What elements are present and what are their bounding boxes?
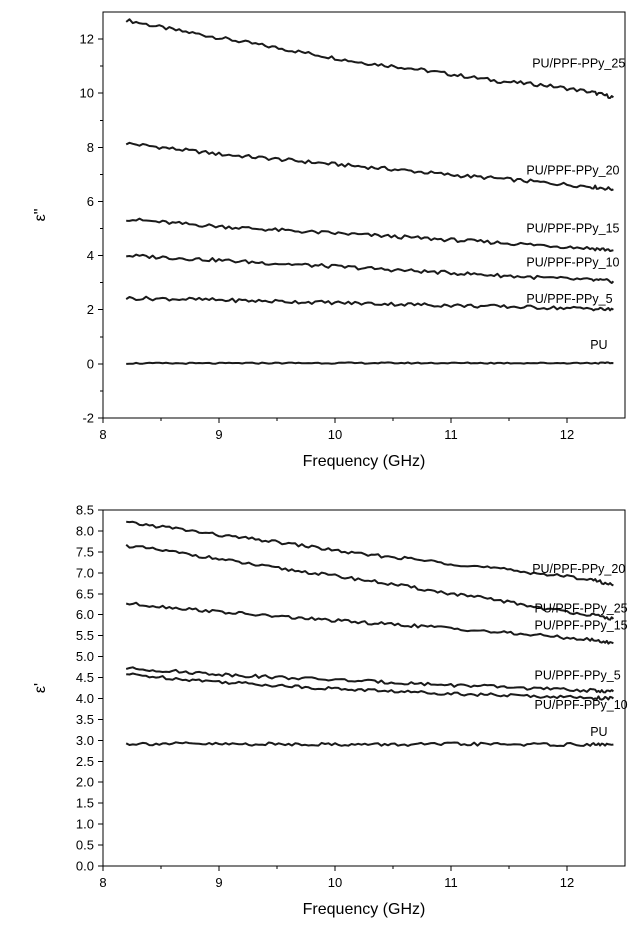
y-tick-label: 2.0 bbox=[76, 775, 94, 790]
real-permittivity-chart: 0.0 0.5 1.0 1.5 2.0 2.5 3.0 3.5 4.0 4.5 5.0 5.5 6.0 6… bbox=[32, 503, 628, 919]
series-label: PU/PPF-PPy_25 bbox=[532, 56, 625, 70]
series-label: PU/PPF-PPy_10 bbox=[535, 698, 628, 712]
series-line bbox=[126, 253, 615, 284]
series-label: PU/PPF-PPy_5 bbox=[535, 669, 621, 683]
plot-frame bbox=[102, 509, 626, 867]
series-label: PU bbox=[590, 725, 607, 739]
x-tick-label: 9 bbox=[215, 427, 222, 442]
y-tick-label: 8.0 bbox=[76, 523, 94, 538]
series-line bbox=[125, 741, 614, 747]
y-tick-label: 4.0 bbox=[76, 691, 94, 706]
series-line bbox=[125, 601, 614, 645]
y-tick-label: 8.5 bbox=[76, 503, 94, 518]
y-tick-label: 6.0 bbox=[76, 607, 94, 622]
y-tick-label: -2 bbox=[82, 411, 94, 426]
x-tick-label: 11 bbox=[444, 875, 458, 890]
series-line bbox=[126, 672, 614, 701]
series-line bbox=[126, 361, 614, 365]
y-axis-title: ε" bbox=[32, 209, 49, 222]
y-tick-label: 4.5 bbox=[76, 670, 94, 685]
imaginary-permittivity-chart: -2 0 2 4 6 8 10 12 8 9 10 11 12 Frequency (GHz) ε" PU/P… bbox=[32, 11, 626, 470]
y-tick-label: 7.0 bbox=[76, 565, 94, 580]
y-tick-label: 12 bbox=[80, 32, 94, 47]
x-tick-label: 12 bbox=[560, 427, 574, 442]
x-tick-label: 8 bbox=[99, 427, 106, 442]
series-line bbox=[126, 520, 614, 587]
series-label: PU/PPF-PPy_25 bbox=[535, 602, 628, 616]
y-tick-label: 2.5 bbox=[76, 754, 94, 769]
y-tick-label: 10 bbox=[80, 86, 94, 101]
y-tick-label: 6 bbox=[87, 194, 94, 209]
series-label: PU/PPF-PPy_20 bbox=[532, 562, 625, 576]
y-tick-label: 3.5 bbox=[76, 712, 94, 727]
series-line bbox=[126, 217, 614, 252]
x-tick-label: 9 bbox=[215, 875, 222, 890]
y-tick-label: 0.5 bbox=[76, 838, 94, 853]
series-label: PU/PPF-PPy_15 bbox=[526, 222, 619, 236]
y-tick-label: 0.0 bbox=[76, 859, 94, 874]
y-axis-title: ε' bbox=[32, 683, 49, 693]
x-axis-title: Frequency (GHz) bbox=[303, 453, 426, 470]
series-label: PU/PPF-PPy_10 bbox=[526, 255, 619, 269]
series-label: PU/PPF-PPy_5 bbox=[526, 292, 612, 306]
series-label: PU bbox=[590, 338, 607, 352]
y-tick-label: 5.0 bbox=[76, 649, 94, 664]
x-tick-label: 12 bbox=[560, 875, 574, 890]
x-tick-label: 10 bbox=[328, 427, 342, 442]
x-axis-title: Frequency (GHz) bbox=[303, 901, 426, 918]
y-tick-label: 1.5 bbox=[76, 796, 94, 811]
y-tick-label: 3.0 bbox=[76, 733, 94, 748]
y-tick-label: 8 bbox=[87, 140, 94, 155]
series-label: PU/PPF-PPy_15 bbox=[535, 618, 628, 632]
series-line bbox=[125, 295, 614, 312]
plot-frame bbox=[102, 11, 626, 419]
series-line bbox=[125, 666, 615, 694]
y-tick-label: 2 bbox=[87, 302, 94, 317]
x-tick-label: 11 bbox=[444, 427, 458, 442]
x-tick-label: 10 bbox=[328, 875, 342, 890]
y-tick-label: 5.5 bbox=[76, 628, 94, 643]
y-tick-label: 6.5 bbox=[76, 586, 94, 601]
series-line bbox=[125, 18, 614, 99]
x-tick-label: 8 bbox=[99, 875, 106, 890]
y-tick-label: 1.0 bbox=[76, 817, 94, 832]
series-label: PU/PPF-PPy_20 bbox=[526, 163, 619, 177]
series-line bbox=[125, 543, 615, 621]
y-tick-label: 4 bbox=[87, 248, 94, 263]
y-tick-label: 0 bbox=[87, 356, 94, 371]
series-line bbox=[125, 141, 614, 192]
y-tick-label: 7.5 bbox=[76, 544, 94, 559]
